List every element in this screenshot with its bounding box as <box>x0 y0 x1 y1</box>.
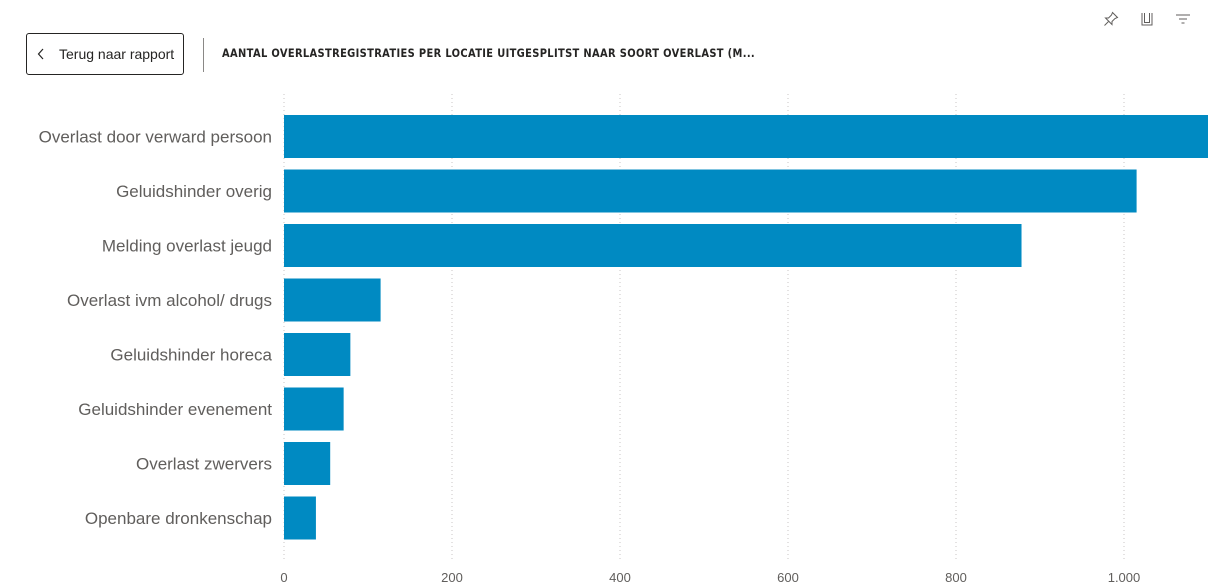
category-label: Geluidshinder evenement <box>78 400 272 419</box>
category-label: Overlast ivm alcohol/ drugs <box>67 291 272 310</box>
chevron-left-icon <box>35 47 47 61</box>
bar[interactable] <box>284 387 344 431</box>
x-tick-label: 600 <box>777 570 799 583</box>
bar[interactable] <box>284 169 1137 213</box>
bar[interactable] <box>284 115 1208 158</box>
visual-header-toolbar <box>1103 10 1191 28</box>
x-tick-label: 800 <box>945 570 967 583</box>
visual-title: AANTAL OVERLASTREGISTRATIES PER LOCATIE … <box>222 46 756 60</box>
x-tick-label: 1.000 <box>1108 570 1141 583</box>
category-label: Overlast door verward persoon <box>39 128 272 147</box>
x-tick-label: 0 <box>280 570 287 583</box>
focus-mode-icon[interactable] <box>1139 10 1155 28</box>
bar[interactable] <box>284 496 316 540</box>
category-label: Geluidshinder overig <box>116 182 272 201</box>
x-tick-label: 200 <box>441 570 463 583</box>
back-to-report-button[interactable]: Terug naar rapport <box>26 33 184 75</box>
bar[interactable] <box>284 333 351 376</box>
back-button-label: Terug naar rapport <box>59 46 175 62</box>
category-label: Melding overlast jeugd <box>102 237 272 256</box>
bar[interactable] <box>284 278 381 322</box>
header-divider <box>203 38 204 72</box>
bar[interactable] <box>284 224 1022 267</box>
x-tick-label: 400 <box>609 570 631 583</box>
pin-icon[interactable] <box>1103 10 1119 28</box>
category-label: Geluidshinder horeca <box>110 346 272 365</box>
bar[interactable] <box>284 442 331 485</box>
category-label: Overlast zwervers <box>136 455 272 474</box>
filter-icon[interactable] <box>1175 10 1191 28</box>
category-label: Openbare dronkenschap <box>85 509 272 528</box>
